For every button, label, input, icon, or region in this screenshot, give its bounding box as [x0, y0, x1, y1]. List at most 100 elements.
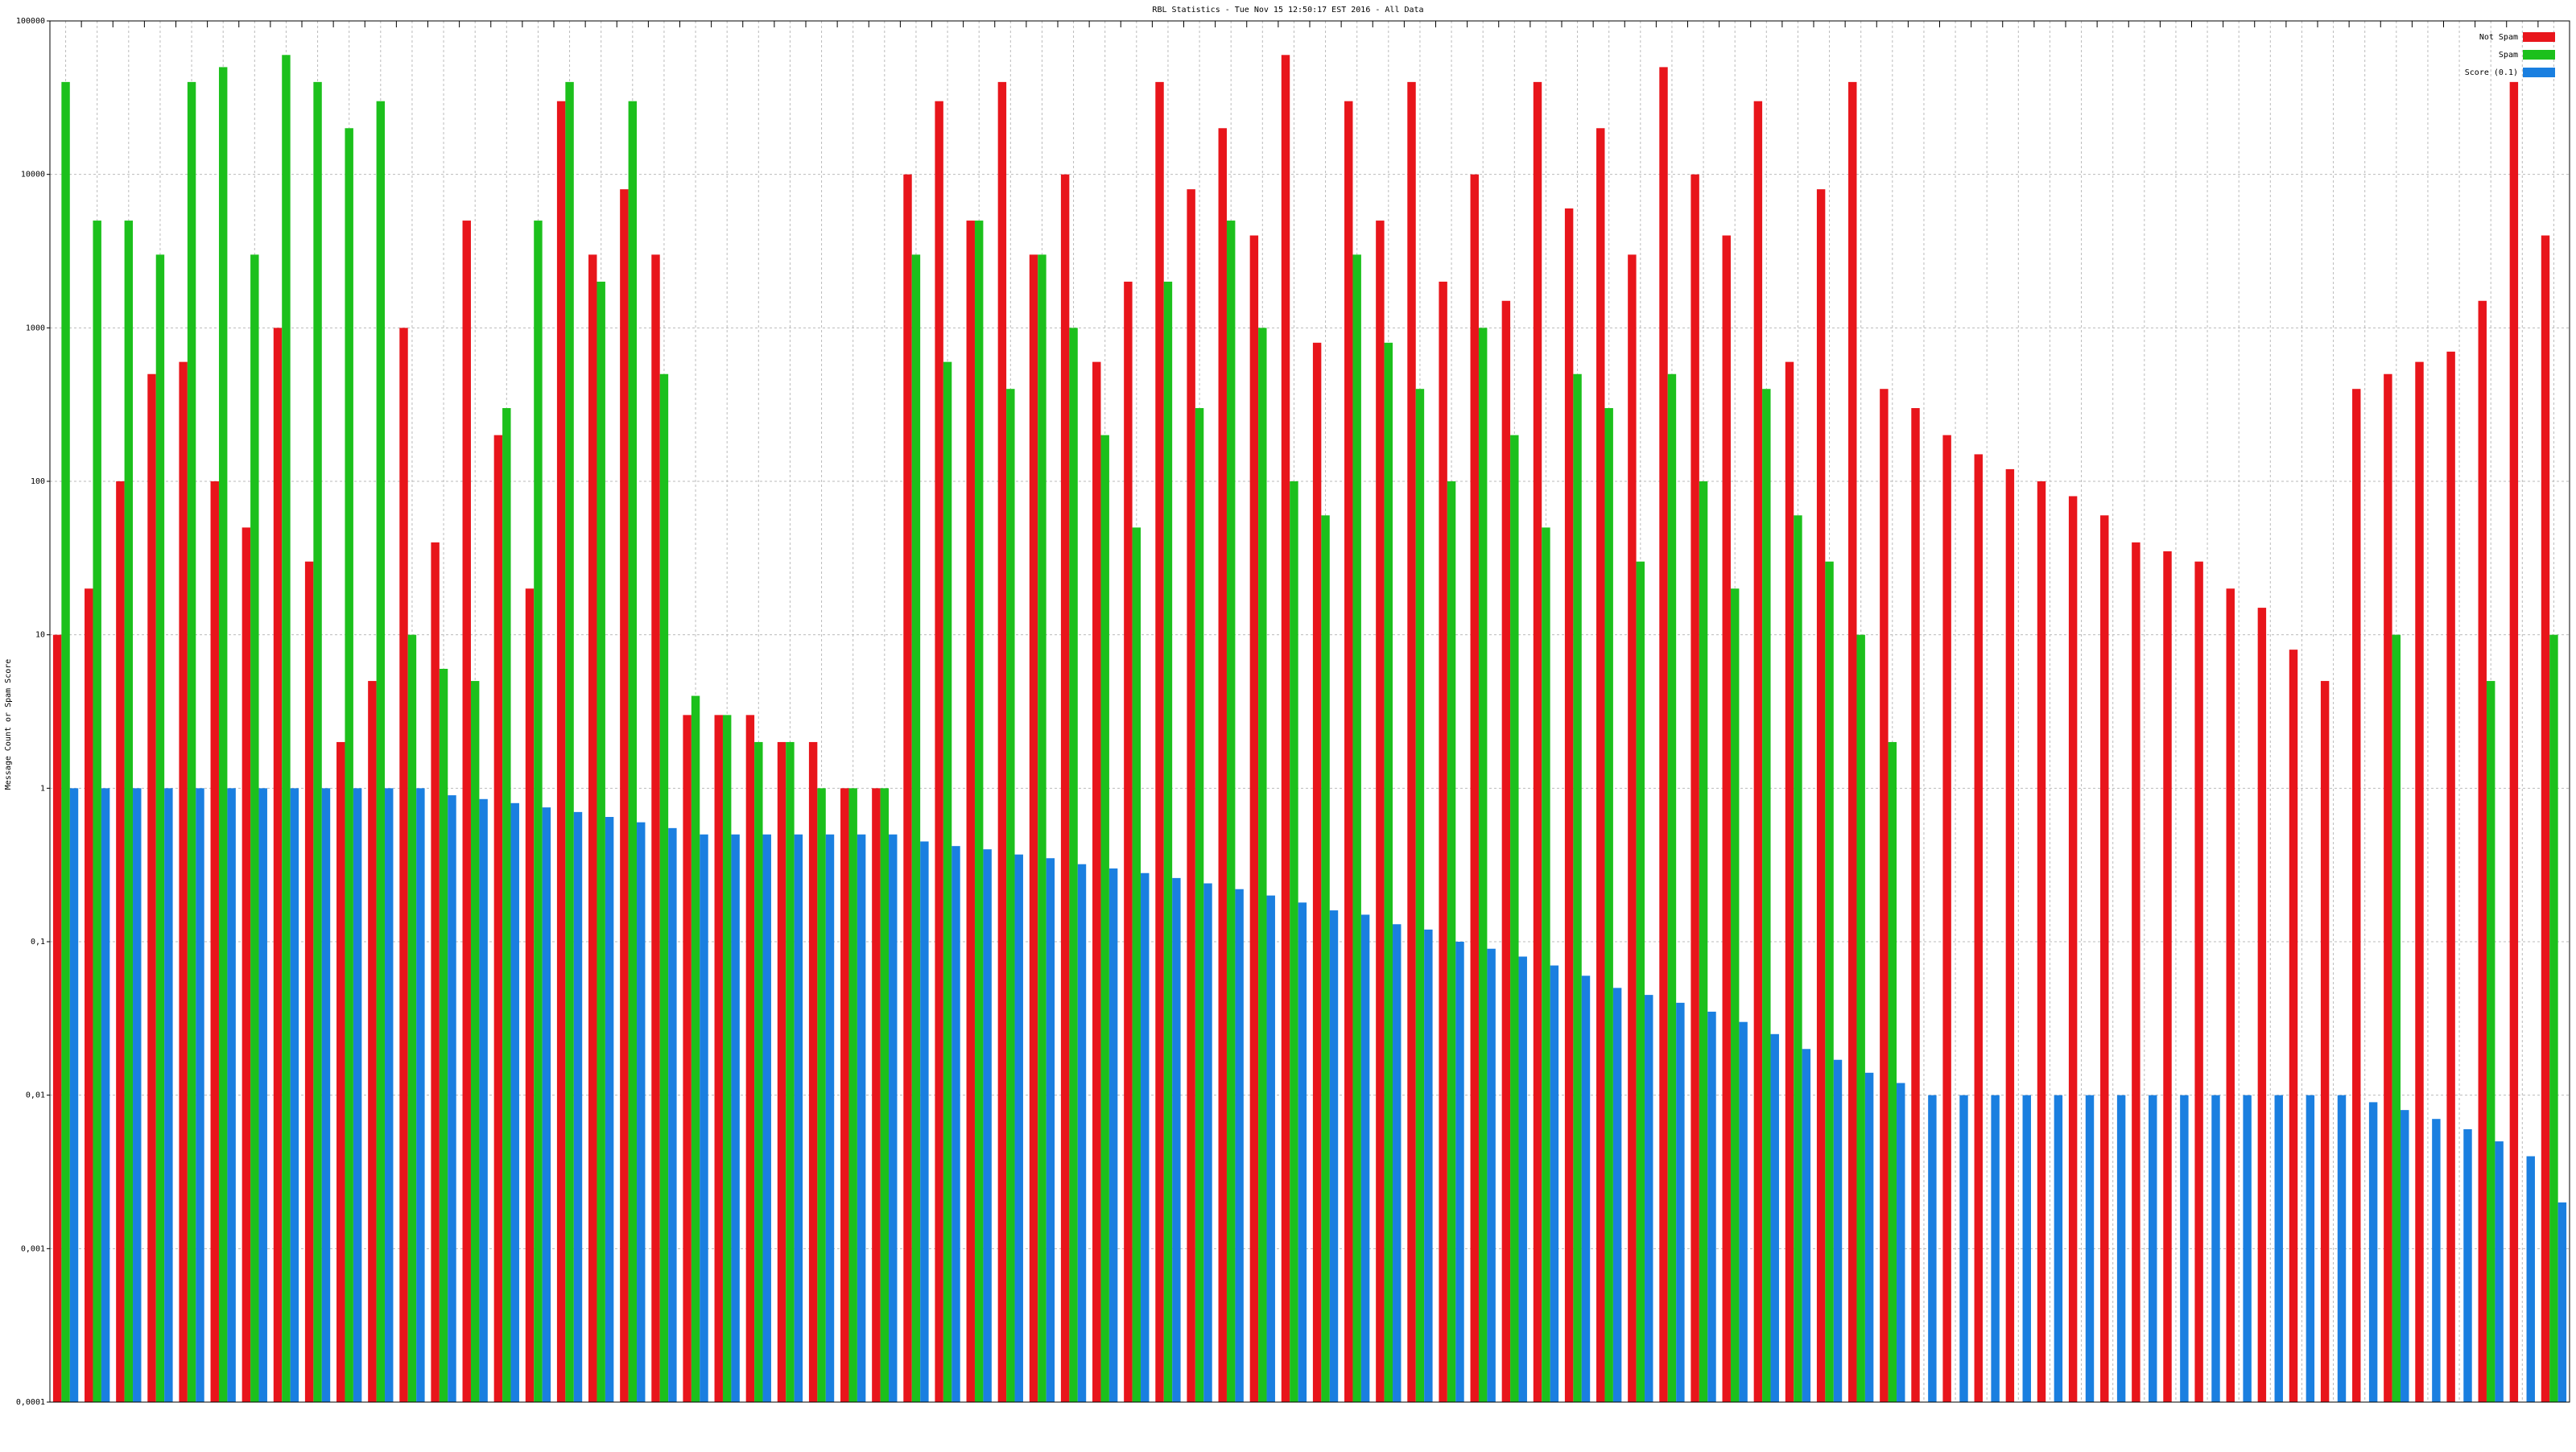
bar — [101, 788, 110, 1402]
bar — [1825, 561, 1834, 1402]
bar — [1393, 924, 1402, 1402]
bar — [179, 361, 188, 1402]
bar — [1470, 174, 1479, 1403]
bar — [1203, 883, 1212, 1402]
bar — [1155, 81, 1164, 1402]
bar — [1195, 408, 1204, 1403]
bar — [1770, 1033, 1779, 1402]
bar — [762, 834, 771, 1402]
bar — [345, 128, 353, 1403]
bar — [2463, 1128, 2472, 1402]
y-tick-label: 0,01 — [26, 1091, 45, 1100]
bar — [817, 788, 826, 1402]
bar — [2384, 373, 2392, 1402]
bar — [628, 101, 638, 1402]
bar — [2549, 634, 2558, 1402]
bar — [1029, 254, 1038, 1403]
bar — [1376, 221, 1385, 1403]
bar — [1880, 389, 1889, 1402]
bar — [1384, 342, 1393, 1403]
bar — [258, 788, 267, 1402]
bar — [1864, 1072, 1874, 1402]
bar — [2306, 1095, 2315, 1402]
bar — [2211, 1095, 2220, 1402]
bar — [588, 254, 597, 1403]
bar — [911, 254, 921, 1403]
bar — [2446, 351, 2455, 1403]
bar — [2163, 551, 2172, 1402]
bar — [1141, 872, 1150, 1402]
bar — [2557, 1202, 2567, 1402]
bar — [1991, 1095, 2000, 1402]
bar — [1266, 895, 1275, 1402]
bar — [2320, 681, 2330, 1402]
bar — [786, 741, 795, 1402]
bar — [1187, 189, 1195, 1403]
bar — [1329, 910, 1339, 1402]
bar — [983, 849, 992, 1402]
bar — [2226, 588, 2235, 1402]
bar — [376, 101, 386, 1402]
bar — [872, 788, 881, 1402]
bar — [840, 788, 849, 1402]
bar — [1060, 174, 1070, 1403]
bar — [651, 254, 660, 1403]
bar — [242, 527, 251, 1402]
bar — [1478, 328, 1488, 1402]
bar — [1699, 481, 1708, 1402]
bar — [2368, 1102, 2378, 1402]
bar — [1218, 128, 1227, 1403]
bar — [659, 373, 669, 1402]
bar — [974, 221, 984, 1403]
bar — [2085, 1095, 2095, 1402]
bar — [556, 101, 566, 1402]
bar — [2037, 481, 2046, 1402]
bar — [1612, 988, 1622, 1402]
bar — [2274, 1095, 2283, 1402]
y-tick-label: 100000 — [16, 17, 45, 26]
bar — [1298, 902, 1307, 1402]
bar — [1550, 965, 1559, 1402]
y-axis-label: Message Count or Spam Score — [4, 659, 13, 790]
bar — [1794, 515, 1802, 1403]
bar — [1069, 328, 1078, 1402]
bar — [1407, 81, 1416, 1402]
bar — [1501, 300, 1511, 1403]
bar — [1959, 1095, 1968, 1402]
bar — [966, 221, 975, 1403]
bar — [133, 788, 142, 1402]
bar — [1014, 854, 1023, 1402]
bar — [565, 81, 574, 1402]
bar — [1802, 1049, 1811, 1402]
bar — [85, 588, 93, 1402]
bar — [1100, 435, 1109, 1402]
bar — [470, 681, 480, 1402]
bar — [1897, 1083, 1905, 1402]
bar — [368, 681, 377, 1402]
bar — [1312, 342, 1322, 1403]
bar — [1667, 373, 1677, 1402]
bar — [510, 802, 519, 1402]
bar — [1163, 281, 1173, 1402]
bar — [745, 715, 755, 1402]
bar — [525, 588, 535, 1402]
bar — [1911, 408, 1920, 1403]
bar — [2149, 1095, 2157, 1402]
bar — [920, 841, 929, 1402]
plot-frame — [49, 20, 2570, 1403]
bar — [1226, 221, 1236, 1403]
bar — [1510, 435, 1519, 1402]
bar — [1344, 101, 1353, 1402]
bar — [1518, 956, 1527, 1402]
bar — [116, 481, 125, 1402]
bar — [155, 254, 165, 1403]
bar — [336, 741, 345, 1402]
bar — [1108, 868, 1118, 1402]
bar — [935, 101, 943, 1402]
bar — [1415, 389, 1425, 1402]
bar — [2005, 468, 2015, 1402]
bar — [777, 741, 786, 1402]
bar — [1487, 948, 1496, 1402]
bar — [825, 834, 835, 1402]
